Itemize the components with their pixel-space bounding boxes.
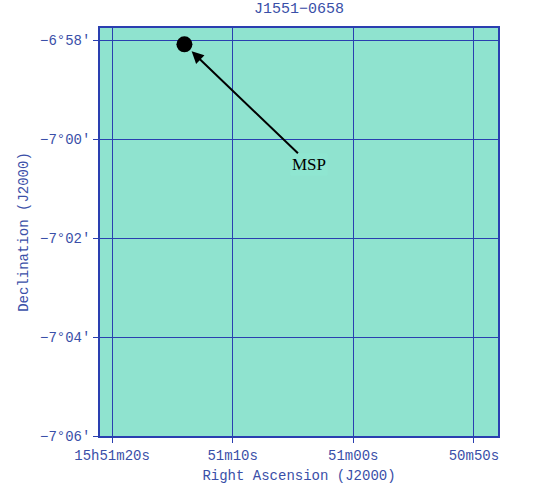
svg-text:Declination (J2000): Declination (J2000): [16, 152, 32, 312]
svg-text:50m50s: 50m50s: [449, 448, 499, 464]
svg-text:−7°06′: −7°06′: [40, 429, 90, 445]
svg-text:MSP: MSP: [292, 155, 326, 174]
svg-text:51m00s: 51m00s: [328, 448, 378, 464]
svg-text:J1551−0658: J1551−0658: [254, 1, 344, 18]
svg-text:−7°02′: −7°02′: [40, 231, 90, 247]
svg-text:Right Ascension (J2000): Right Ascension (J2000): [202, 468, 395, 484]
svg-text:−7°04′: −7°04′: [40, 330, 90, 346]
svg-text:−7°00′: −7°00′: [40, 132, 90, 148]
svg-text:−6°58′: −6°58′: [40, 33, 90, 49]
svg-text:15h51m20s: 15h51m20s: [74, 448, 150, 464]
svg-text:51m10s: 51m10s: [207, 448, 257, 464]
